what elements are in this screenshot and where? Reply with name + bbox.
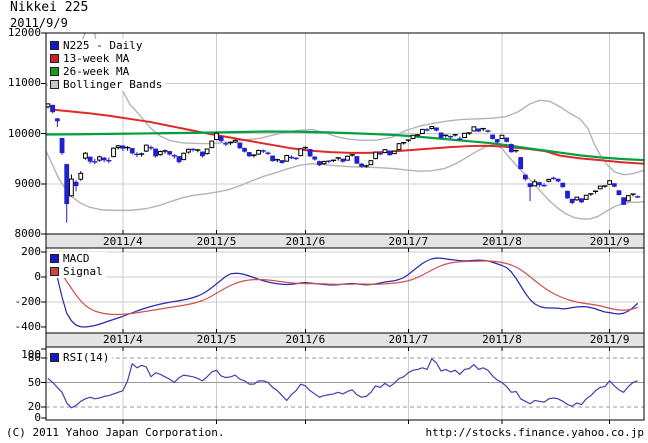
signal-swatch-icon [50, 267, 59, 276]
macd-swatch-icon [50, 254, 59, 263]
rsi-ytick-label: 50 [27, 375, 41, 389]
macd-ytick-label: -400 [14, 320, 42, 333]
legend-item-ma13: 13-week MA [48, 52, 166, 65]
macd-legend: MACD Signal [48, 252, 106, 278]
legend-item-rsi: RSI(14) [48, 351, 113, 364]
bollinger-swatch-icon [50, 80, 59, 89]
source-url-text: http://stocks.finance.yahoo.co.jp [425, 426, 644, 439]
macd-ytick-label: 200 [21, 245, 41, 258]
ma26-swatch-icon [50, 67, 59, 76]
legend-label: MACD [63, 252, 90, 265]
legend-label: RSI(14) [63, 351, 110, 364]
month-label: 2011/5 [196, 235, 237, 248]
month-label: 2011/4 [103, 333, 143, 346]
month-label: 2011/5 [196, 333, 237, 346]
chart-date: 2011/9/9 [10, 16, 68, 30]
macd-ytick-label: -200 [14, 295, 42, 308]
main-ytick-label: 11000 [7, 76, 41, 90]
legend-item-n225: N225 - Daily [48, 39, 166, 52]
legend-label: Signal [63, 265, 103, 278]
main-ytick-label: 9000 [14, 176, 42, 190]
rsi-swatch-icon [50, 353, 59, 362]
month-label: 2011/9 [589, 235, 630, 248]
rsi-ytick-label: 80 [27, 351, 41, 364]
legend-label: N225 - Daily [63, 39, 143, 52]
month-label: 2011/9 [589, 333, 630, 346]
rsi-ytick-label: 0 [34, 411, 41, 424]
copyright-text: (C) 2011 Yahoo Japan Corporation. [6, 426, 225, 439]
main-ytick-label: 12000 [7, 26, 41, 39]
main-ytick-label: 10000 [7, 126, 41, 140]
month-label: 2011/6 [285, 333, 326, 346]
month-label: 2011/6 [285, 235, 326, 248]
rsi-legend: RSI(14) [48, 351, 113, 364]
legend-label: 13-week MA [63, 52, 130, 65]
main-ytick-label: 8000 [14, 227, 42, 240]
legend-item-bollinger: Bollinger Bands [48, 78, 166, 91]
main-chart-legend: N225 - Daily 13-week MA 26-week MA Bolli… [48, 39, 166, 91]
month-label: 2011/7 [388, 235, 429, 248]
legend-item-ma26: 26-week MA [48, 65, 166, 78]
ma13-swatch-icon [50, 54, 59, 63]
month-label: 2011/7 [388, 333, 429, 346]
month-label: 2011/8 [482, 333, 522, 346]
legend-item-macd: MACD [48, 252, 106, 265]
macd-ytick-label: 0 [34, 270, 41, 283]
month-label: 2011/8 [482, 235, 522, 248]
rsi-ytick-label: 100 [21, 348, 41, 361]
legend-label: 26-week MA [63, 65, 130, 78]
page-title: Nikkei 225 [10, 0, 89, 15]
n225-swatch-icon [50, 41, 59, 50]
legend-item-signal: Signal [48, 265, 106, 278]
rsi-ytick-label: 20 [27, 400, 41, 413]
month-label: 2011/4 [103, 235, 143, 248]
legend-label: Bollinger Bands [63, 78, 163, 91]
